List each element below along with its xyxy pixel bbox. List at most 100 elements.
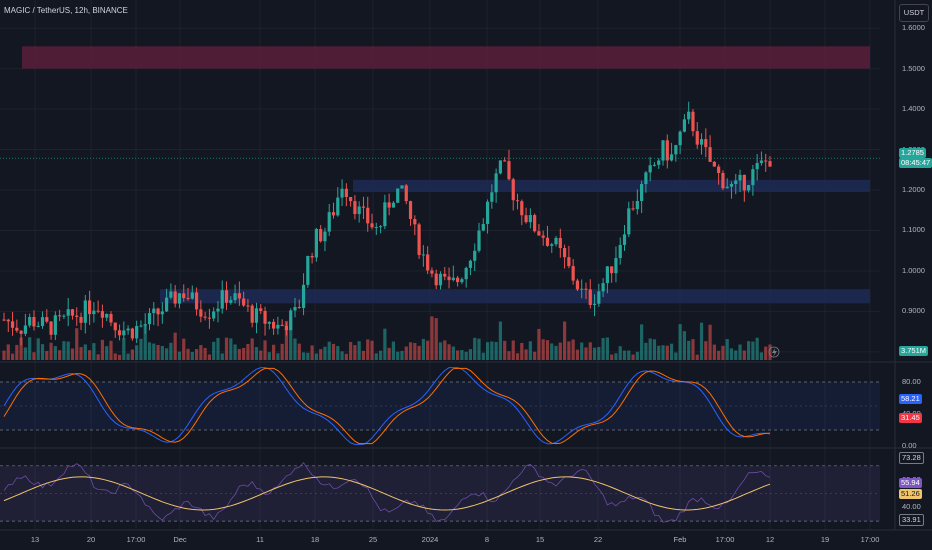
price-zone bbox=[160, 289, 870, 304]
volume-bar bbox=[434, 318, 438, 360]
candle-body bbox=[310, 255, 314, 258]
candle-body bbox=[751, 169, 755, 186]
volume-bar bbox=[507, 351, 511, 360]
candle-body bbox=[717, 166, 721, 173]
volume-bar bbox=[92, 343, 96, 360]
candle-body bbox=[404, 185, 408, 202]
volume-bar bbox=[712, 344, 716, 360]
volume-bar bbox=[451, 346, 455, 360]
candle-body bbox=[421, 254, 425, 256]
volume-bar bbox=[588, 342, 592, 360]
candle-body bbox=[494, 173, 498, 193]
volume-bar bbox=[173, 332, 177, 360]
candle-body bbox=[610, 266, 614, 274]
candle-body bbox=[712, 161, 716, 167]
volume-bar bbox=[481, 352, 485, 360]
volume-bar bbox=[768, 344, 772, 360]
volume-bar bbox=[53, 346, 57, 360]
volume-bar bbox=[19, 337, 23, 360]
volume-bar bbox=[490, 341, 494, 360]
time-tick-label: 18 bbox=[310, 535, 320, 544]
stochastic-pane bbox=[0, 367, 880, 445]
candle-body bbox=[370, 223, 374, 228]
volume-bar bbox=[28, 337, 32, 360]
candle-body bbox=[682, 119, 687, 132]
volume-bar bbox=[160, 345, 164, 360]
candle-body bbox=[224, 290, 229, 303]
volume-bar bbox=[169, 342, 173, 360]
volume-bar bbox=[23, 347, 27, 360]
volume-bar bbox=[721, 345, 725, 360]
candle-body bbox=[357, 206, 361, 215]
volume-bar bbox=[353, 345, 357, 360]
volume-bar bbox=[498, 321, 503, 360]
volume-bar bbox=[704, 341, 708, 360]
volume-bar bbox=[122, 338, 126, 360]
candle-body bbox=[451, 277, 455, 281]
candle-body bbox=[122, 330, 126, 336]
time-tick-label: 15 bbox=[535, 535, 545, 544]
volume-bar bbox=[357, 341, 361, 360]
candle-body bbox=[229, 300, 233, 303]
volume-bar bbox=[203, 347, 207, 360]
volume-bar bbox=[15, 344, 19, 360]
stoch-d-line bbox=[3, 367, 771, 445]
volume-bar bbox=[533, 351, 537, 360]
candle-body bbox=[396, 188, 400, 203]
candle-body bbox=[695, 131, 699, 145]
volume-bar bbox=[254, 347, 259, 360]
candle-body bbox=[721, 172, 725, 189]
volume-bar bbox=[87, 350, 92, 360]
volume-bar bbox=[2, 350, 6, 360]
candle-body bbox=[160, 311, 164, 315]
candle-body bbox=[70, 309, 75, 316]
price-tick-label: 1.5000 bbox=[902, 63, 925, 73]
volume-bar bbox=[669, 343, 674, 360]
volume-bar bbox=[62, 341, 66, 360]
lightning-icon[interactable] bbox=[768, 346, 780, 358]
volume-bar bbox=[233, 344, 237, 360]
candle-body bbox=[734, 180, 738, 184]
candle-body bbox=[430, 270, 434, 274]
volume-bar bbox=[314, 353, 318, 360]
price-candles bbox=[0, 101, 880, 346]
volume-bar bbox=[494, 341, 498, 360]
volume-bar bbox=[70, 348, 75, 360]
volume-bar bbox=[370, 340, 374, 360]
volume-bar bbox=[610, 354, 614, 360]
volume-bar bbox=[443, 340, 447, 360]
volume-bar bbox=[640, 324, 644, 360]
candle-body bbox=[520, 201, 524, 216]
candle-body bbox=[233, 293, 237, 301]
volume-bar bbox=[229, 338, 233, 360]
candle-body bbox=[545, 237, 550, 246]
candle-body bbox=[550, 244, 554, 246]
candle-body bbox=[263, 310, 267, 324]
candle-body bbox=[49, 321, 53, 335]
volume-bar bbox=[751, 341, 755, 360]
time-tick-label: Dec bbox=[173, 535, 187, 544]
candle-body bbox=[699, 139, 704, 145]
currency-button[interactable]: USDT bbox=[899, 4, 929, 22]
candle-body bbox=[246, 305, 250, 307]
volume-bar bbox=[378, 350, 383, 360]
volume-bar bbox=[10, 353, 15, 360]
volume-bar bbox=[310, 345, 314, 360]
volume-bar bbox=[40, 344, 45, 360]
volume-bar bbox=[618, 346, 622, 360]
volume-bar bbox=[135, 345, 139, 360]
volume-bar bbox=[301, 352, 306, 360]
volume-bar bbox=[558, 342, 562, 360]
candle-body bbox=[344, 188, 348, 197]
volume-bar bbox=[648, 338, 652, 360]
candle-body bbox=[237, 293, 241, 299]
rsi-upper-band-label: 73.28 bbox=[899, 452, 924, 464]
volume-bar bbox=[109, 340, 113, 360]
volume-bar bbox=[276, 353, 280, 360]
volume-bar bbox=[408, 342, 413, 360]
candle-body bbox=[293, 307, 297, 311]
volume-bar bbox=[695, 354, 699, 360]
volume-bar bbox=[541, 339, 545, 360]
candle-body bbox=[515, 200, 520, 202]
